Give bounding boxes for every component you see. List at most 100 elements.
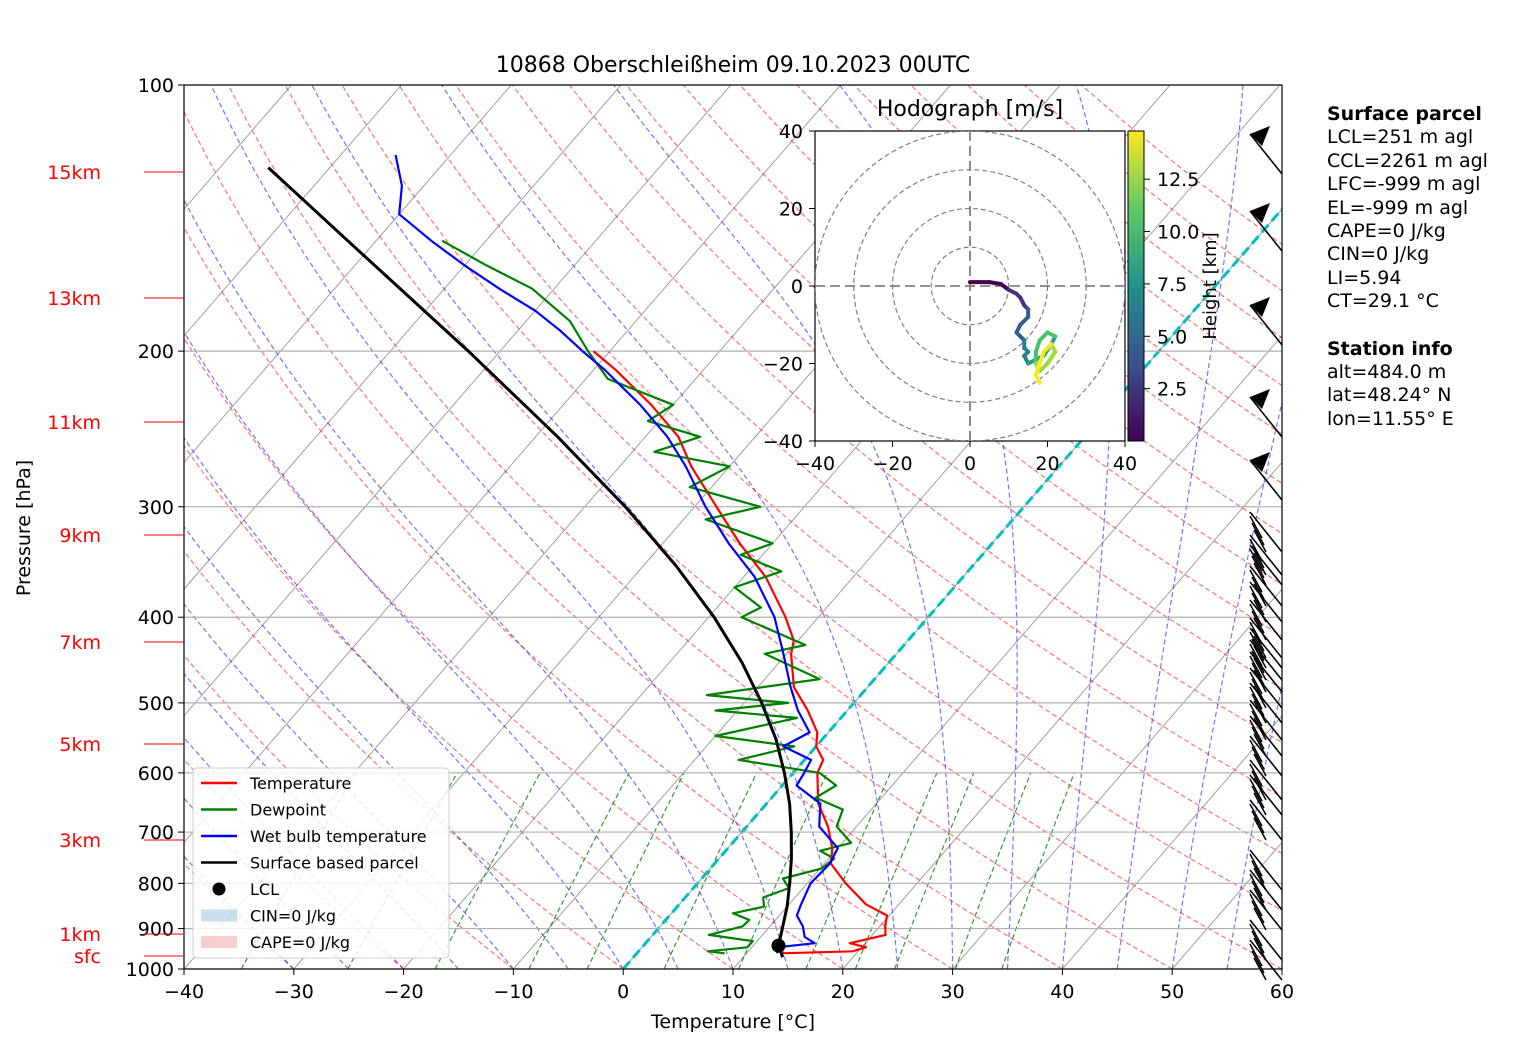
parcel-line-cin: CIN=0 J/kg: [1327, 243, 1430, 266]
hodograph-trace-segment: [1045, 349, 1058, 366]
wind-barb-flag: [1251, 662, 1265, 686]
wind-barb-shaft: [1249, 396, 1283, 438]
moist-adiabat-line: [1116, 85, 1244, 969]
hodo-y-tick-label: −40: [763, 431, 803, 453]
moist-adiabat-line: [1171, 399, 1282, 969]
isotherm-line: [952, 588, 1282, 969]
wind-barb-flag: [1253, 907, 1267, 931]
wind-barb-shaft: [1249, 699, 1283, 741]
wind-barb-shaft: [1249, 919, 1283, 961]
wind-barb-pennant: [1250, 126, 1270, 146]
wind-barb-flag: [1251, 710, 1265, 734]
wind-barb-flag: [1249, 569, 1263, 593]
y-tick-label: 600: [138, 763, 174, 785]
isotherm-line: [184, 85, 622, 590]
wind-barb-shaft: [1249, 534, 1283, 576]
parcel-line-el: EL=-999 m agl: [1327, 196, 1469, 219]
wind-barb-flag: [1249, 923, 1263, 947]
colorbar-tick-label: 12.5: [1157, 169, 1199, 191]
series-line-dewpoint: [441, 239, 853, 955]
wind-barb-pennant: [1250, 389, 1270, 409]
x-tick-label: −20: [384, 981, 424, 1003]
x-axis-label: Temperature [°C]: [650, 1011, 815, 1033]
wind-barb-flag: [1249, 739, 1263, 763]
hodo-y-tick-label: −20: [763, 354, 803, 376]
wind-barb-flag: [1249, 763, 1263, 787]
wind-barb: [1249, 203, 1283, 252]
legend-box: [192, 767, 450, 959]
series-line-temperature: [592, 350, 889, 955]
wind-barb-flag: [1249, 703, 1263, 727]
wind-barb-flag: [1251, 576, 1265, 600]
x-axis-ticks: −40 −30 −20 −10 0 10 20 30 40 50 60: [164, 969, 1294, 1003]
wind-barb: [1249, 919, 1283, 961]
wind-barb-shaft: [1249, 459, 1283, 501]
legend-label: Dewpoint: [250, 801, 326, 820]
mixing-ratio-line: [805, 772, 891, 969]
isotherm-line: [732, 334, 1282, 969]
wind-barb-flag: [1253, 792, 1267, 816]
wind-barb-flag: [1253, 753, 1267, 777]
dry-adiabat-line: [341, 85, 1282, 912]
x-tick-label: 50: [1160, 981, 1184, 1003]
wind-barb-shaft: [1249, 682, 1283, 724]
y-tick-label: 500: [138, 693, 174, 715]
wind-barb-flag: [1251, 950, 1265, 974]
hodograph-inset: −40−40 −20 −20 0 0 20 20 40 40 Hodograph [m/s] 2…: [763, 97, 1221, 475]
height-label: 11km: [47, 412, 101, 434]
station-info-heading: Station info: [1327, 337, 1453, 360]
wind-barb-flag: [1253, 552, 1267, 576]
wind-barb-pennant: [1250, 203, 1270, 223]
colorbar-tick-label: 2.5: [1157, 379, 1187, 401]
wind-barb-shaft: [1249, 889, 1283, 931]
wind-barb-pennant: [1250, 452, 1270, 472]
series-line-surface-based-parcel: [267, 166, 793, 958]
wind-barb-flag: [1251, 880, 1265, 904]
wind-barb: [1249, 389, 1283, 438]
moist-adiabat-line: [1226, 684, 1282, 969]
height-label: 5km: [59, 734, 101, 756]
y-tick-label: 900: [138, 919, 174, 941]
wind-barb-flag: [1251, 785, 1265, 809]
hodograph-trace-segment: [1033, 373, 1042, 385]
moist-adiabat-line: [184, 330, 679, 969]
x-tick-label: 20: [831, 981, 855, 1003]
wind-barb-shaft: [1249, 565, 1283, 607]
legend-label: Wet bulb temperature: [250, 827, 427, 846]
hodograph-trace: [968, 280, 1058, 385]
hodograph-trace-segment: [1033, 338, 1042, 354]
wind-barb-flag: [1249, 893, 1263, 917]
isotherm-line: [184, 85, 402, 337]
hodo-y-tick-label: 0: [791, 276, 803, 298]
dry-adiabat-line: [184, 550, 624, 969]
colorbar-tick-label: 10.0: [1157, 222, 1199, 244]
wind-barb: [1249, 544, 1283, 586]
wind-barb-flag: [1249, 853, 1263, 877]
hodo-x-tick-label: −20: [872, 453, 912, 475]
wind-barb: [1249, 939, 1283, 981]
y-tick-label: 300: [138, 497, 174, 519]
mixing-ratio-line: [434, 772, 541, 969]
wind-barb-flag: [1249, 943, 1263, 967]
height-label: 1km: [59, 924, 101, 946]
height-label: 3km: [59, 830, 101, 852]
wind-barb-flag: [1253, 562, 1267, 586]
x-tick-label: 30: [941, 981, 965, 1003]
parcel-line-lfc: LFC=-999 m agl: [1327, 173, 1481, 196]
wind-barb-flag: [1253, 817, 1267, 841]
moist-adiabat-line: [210, 85, 789, 969]
wind-barb-flag: [1251, 810, 1265, 834]
dry-adiabat-line: [184, 444, 734, 969]
dry-adiabat-line: [398, 85, 1282, 854]
wind-barb-flag: [1249, 873, 1263, 897]
wind-barb-shaft: [1249, 639, 1283, 681]
wind-barb-flag: [1251, 930, 1265, 954]
wind-barb-flag: [1251, 555, 1265, 579]
parcel-line-ccl: CCL=2261 m agl: [1327, 149, 1488, 172]
wind-barb-flag: [1249, 603, 1263, 627]
wind-barb: [1249, 452, 1283, 501]
isotherm-line: [1062, 714, 1282, 969]
wind-barb-flag: [1251, 693, 1265, 717]
wind-barb-flag: [1249, 631, 1263, 655]
